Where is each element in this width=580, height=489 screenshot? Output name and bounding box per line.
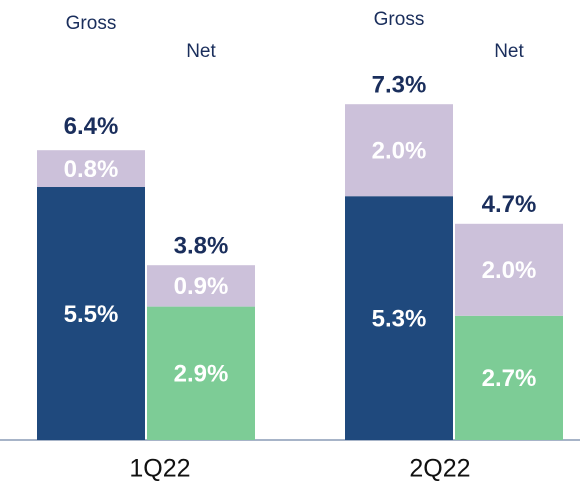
bar-segment xyxy=(37,187,145,440)
category-label: 1Q22 xyxy=(129,455,190,483)
bar-segment xyxy=(147,265,255,307)
bar-header: Net xyxy=(186,41,216,62)
bar-segment xyxy=(147,306,255,440)
bar-segment xyxy=(37,150,145,187)
bar-header: Net xyxy=(494,41,524,62)
bar-segment xyxy=(455,223,563,316)
segment-label: 0.8% xyxy=(64,156,119,183)
total-label: 4.7% xyxy=(482,191,537,218)
total-label: 7.3% xyxy=(372,72,427,99)
category-label: 2Q22 xyxy=(409,455,470,483)
bar-segment xyxy=(345,196,453,440)
bar-segment xyxy=(345,104,453,197)
bar-header: Gross xyxy=(374,9,425,30)
bar-segment xyxy=(455,315,563,440)
bar-header: Gross xyxy=(66,13,117,34)
segment-label: 0.9% xyxy=(174,273,229,300)
segment-label: 2.0% xyxy=(482,257,537,284)
segment-label: 2.9% xyxy=(174,361,229,388)
segment-label: 2.7% xyxy=(482,365,537,392)
total-label: 6.4% xyxy=(64,113,119,140)
segment-label: 5.5% xyxy=(64,301,119,328)
total-label: 3.8% xyxy=(174,233,229,260)
segment-label: 2.0% xyxy=(372,138,427,165)
segment-label: 5.3% xyxy=(372,305,427,332)
